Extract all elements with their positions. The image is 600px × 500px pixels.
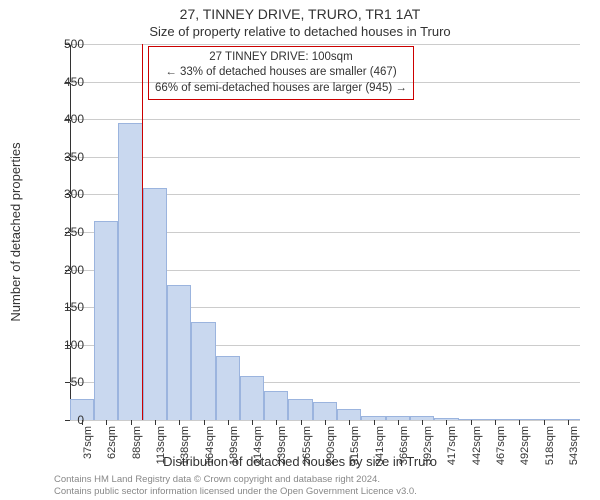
x-tick-mark xyxy=(106,420,107,425)
x-tick-label: 37sqm xyxy=(82,426,94,476)
x-tick-label: 518sqm xyxy=(544,426,556,476)
histogram-bar xyxy=(313,402,337,420)
y-tick-label: 350 xyxy=(44,150,84,164)
x-tick-mark xyxy=(301,420,302,425)
histogram-bar xyxy=(167,285,191,420)
x-tick-label: 341sqm xyxy=(374,426,386,476)
histogram-bar xyxy=(337,409,361,420)
x-tick-label: 467sqm xyxy=(495,426,507,476)
x-tick-label: 214sqm xyxy=(252,426,264,476)
x-tick-mark xyxy=(252,420,253,425)
x-tick-label: 138sqm xyxy=(179,426,191,476)
x-tick-mark xyxy=(519,420,520,425)
x-tick-label: 290sqm xyxy=(325,426,337,476)
x-tick-mark xyxy=(204,420,205,425)
x-tick-label: 417sqm xyxy=(446,426,458,476)
histogram-bar xyxy=(216,356,240,420)
x-tick-label: 62sqm xyxy=(106,426,118,476)
annotation-line: ← 33% of detached houses are smaller (46… xyxy=(155,65,407,81)
annotation-box: 27 TINNEY DRIVE: 100sqm← 33% of detached… xyxy=(148,46,414,101)
histogram-bar xyxy=(264,391,288,420)
histogram-bar xyxy=(191,322,215,420)
x-tick-label: 543sqm xyxy=(568,426,580,476)
x-tick-label: 189sqm xyxy=(228,426,240,476)
x-tick-mark xyxy=(349,420,350,425)
reference-line xyxy=(142,44,143,420)
y-tick-label: 450 xyxy=(44,75,84,89)
footer-line-2: Contains public sector information licen… xyxy=(54,486,417,498)
histogram-bar xyxy=(240,376,264,420)
x-tick-mark xyxy=(471,420,472,425)
histogram-chart: 27, TINNEY DRIVE, TRURO, TR1 1AT Size of… xyxy=(0,0,600,500)
chart-title: 27, TINNEY DRIVE, TRURO, TR1 1AT xyxy=(0,6,600,22)
x-tick-mark xyxy=(131,420,132,425)
histogram-bar xyxy=(143,188,167,420)
x-tick-label: 239sqm xyxy=(276,426,288,476)
x-tick-label: 366sqm xyxy=(398,426,410,476)
x-tick-mark xyxy=(276,420,277,425)
x-tick-label: 492sqm xyxy=(519,426,531,476)
y-tick-label: 300 xyxy=(44,187,84,201)
x-tick-mark xyxy=(544,420,545,425)
x-tick-label: 315sqm xyxy=(349,426,361,476)
x-tick-mark xyxy=(155,420,156,425)
x-tick-mark xyxy=(325,420,326,425)
x-tick-label: 442sqm xyxy=(471,426,483,476)
chart-subtitle: Size of property relative to detached ho… xyxy=(0,24,600,39)
x-tick-label: 265sqm xyxy=(301,426,313,476)
grid-line xyxy=(70,157,580,158)
y-tick-label: 200 xyxy=(44,263,84,277)
y-tick-label: 0 xyxy=(44,413,84,427)
x-tick-label: 113sqm xyxy=(155,426,167,476)
x-tick-mark xyxy=(228,420,229,425)
footer-attribution: Contains HM Land Registry data © Crown c… xyxy=(54,474,417,498)
y-tick-label: 50 xyxy=(44,375,84,389)
y-tick-label: 150 xyxy=(44,300,84,314)
histogram-bar xyxy=(94,221,118,420)
histogram-bar xyxy=(288,399,312,420)
x-tick-mark xyxy=(446,420,447,425)
x-tick-label: 392sqm xyxy=(422,426,434,476)
plot-area: 27 TINNEY DRIVE: 100sqm← 33% of detached… xyxy=(70,44,580,420)
x-tick-mark xyxy=(422,420,423,425)
x-tick-mark xyxy=(374,420,375,425)
x-tick-label: 164sqm xyxy=(204,426,216,476)
x-tick-mark xyxy=(398,420,399,425)
x-tick-mark xyxy=(568,420,569,425)
histogram-bar xyxy=(118,123,142,420)
y-tick-label: 100 xyxy=(44,338,84,352)
annotation-line: 66% of semi-detached houses are larger (… xyxy=(155,81,407,97)
y-tick-label: 500 xyxy=(44,37,84,51)
grid-line xyxy=(70,119,580,120)
y-axis-label: Number of detached properties xyxy=(8,142,23,321)
x-tick-mark xyxy=(495,420,496,425)
x-tick-label: 88sqm xyxy=(131,426,143,476)
y-tick-label: 250 xyxy=(44,225,84,239)
annotation-line: 27 TINNEY DRIVE: 100sqm xyxy=(155,50,407,66)
x-tick-mark xyxy=(179,420,180,425)
y-tick-label: 400 xyxy=(44,112,84,126)
